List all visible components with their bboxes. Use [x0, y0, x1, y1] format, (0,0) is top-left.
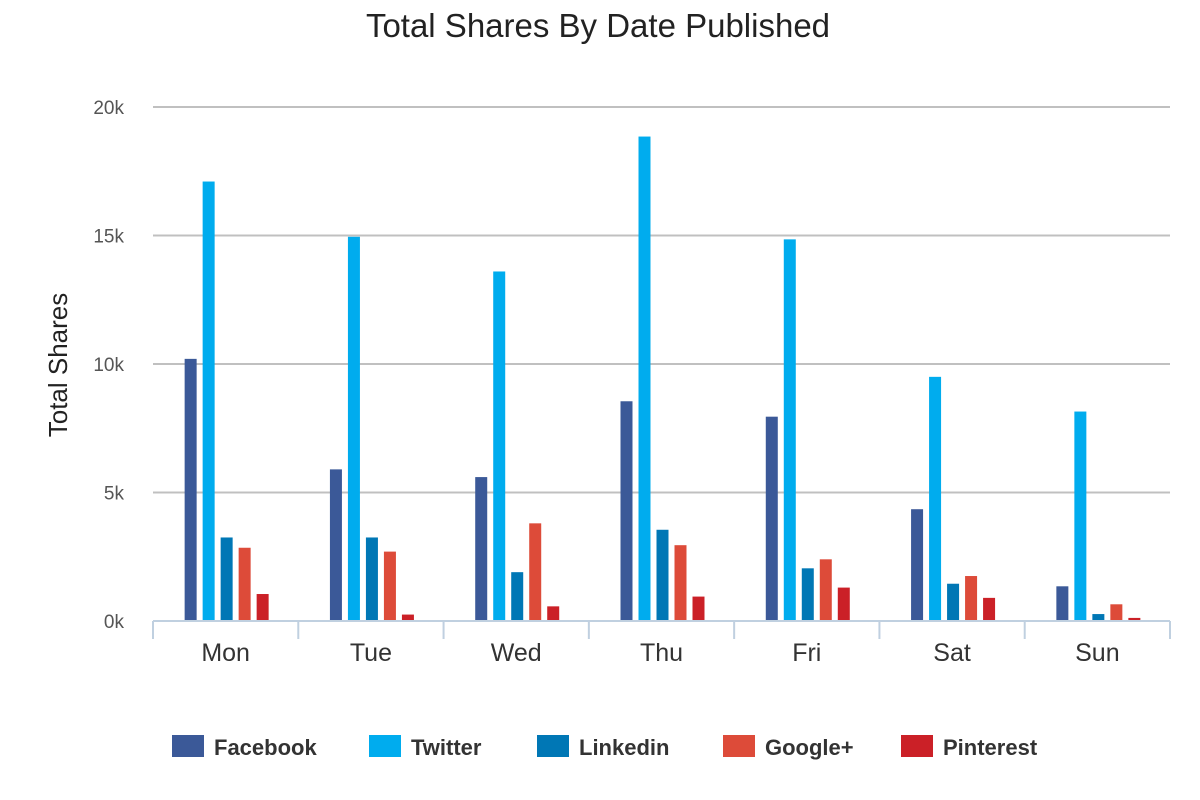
bar-facebook-mon [184, 358, 197, 621]
bar-linkedin-mon [220, 537, 233, 621]
legend-item-twitter: Twitter [369, 735, 482, 760]
bar-linkedin-sat [947, 583, 960, 621]
x-tick-label: Fri [792, 639, 821, 667]
bar-pinterest-wed [547, 606, 560, 621]
bar-pinterest-fri [837, 587, 850, 621]
legend-label: Google+ [765, 735, 854, 760]
y-axis-ticks: 0k 5k 10k 15k 20k [93, 98, 124, 633]
legend-label: Facebook [214, 735, 317, 760]
bar-google-sat [965, 576, 978, 621]
y-tick-label: 10k [93, 355, 124, 376]
bar-facebook-fri [765, 416, 778, 621]
x-tick-label: Tue [350, 639, 392, 667]
bar-linkedin-wed [511, 572, 524, 621]
legend-swatch [369, 735, 401, 757]
y-tick-label: 20k [93, 98, 124, 119]
bar-facebook-sun [1056, 586, 1069, 621]
bar-twitter-sun [1074, 411, 1087, 621]
legend-label: Twitter [411, 735, 482, 760]
bar-facebook-wed [475, 477, 488, 621]
bar-google-thu [674, 545, 687, 621]
y-tick-label: 5k [104, 484, 125, 505]
y-axis-label: Total Shares [43, 293, 73, 438]
x-tick-label: Sun [1075, 639, 1119, 667]
bar-google-sun [1110, 604, 1123, 621]
x-tick-label: Mon [201, 639, 250, 667]
legend-swatch [723, 735, 755, 757]
x-tick-label: Thu [640, 639, 683, 667]
bars [184, 136, 1141, 622]
chart-title: Total Shares By Date Published [366, 7, 830, 44]
legend-item-pinterest: Pinterest [901, 735, 1038, 760]
bar-pinterest-sat [983, 597, 996, 621]
bar-google-wed [529, 523, 542, 621]
legend-label: Linkedin [579, 735, 669, 760]
gridlines [153, 106, 1170, 494]
legend: Facebook Twitter Linkedin Google+ Pinterest [172, 735, 1038, 760]
bar-pinterest-thu [692, 596, 705, 621]
bar-google-fri [819, 559, 832, 621]
x-tick-label: Sat [933, 639, 971, 667]
bar-facebook-sat [911, 509, 924, 621]
bar-pinterest-mon [256, 594, 269, 621]
legend-swatch [901, 735, 933, 757]
bar-twitter-fri [783, 239, 796, 622]
legend-label: Pinterest [943, 735, 1038, 760]
legend-item-linkedin: Linkedin [537, 735, 669, 760]
legend-swatch [172, 735, 204, 757]
bar-linkedin-tue [365, 537, 378, 621]
bar-twitter-tue [347, 236, 360, 621]
bar-google-tue [383, 551, 396, 621]
bar-pinterest-tue [401, 614, 414, 621]
bar-linkedin-sun [1092, 614, 1105, 621]
bar-twitter-mon [202, 181, 215, 621]
bar-facebook-thu [620, 401, 633, 621]
bar-twitter-sat [929, 376, 942, 621]
y-tick-label: 0k [104, 612, 125, 633]
bar-facebook-tue [329, 469, 342, 621]
bar-google-mon [238, 547, 251, 621]
y-tick-label: 15k [93, 227, 124, 248]
x-axis: Mon Tue Wed Thu Fri Sat Sun [152, 620, 1171, 667]
legend-item-facebook: Facebook [172, 735, 317, 760]
bar-twitter-thu [638, 136, 651, 621]
bar-linkedin-fri [801, 568, 814, 621]
bar-twitter-wed [493, 271, 506, 621]
legend-item-google: Google+ [723, 735, 854, 760]
legend-swatch [537, 735, 569, 757]
x-tick-label: Wed [491, 639, 542, 667]
bar-pinterest-sun [1128, 617, 1141, 621]
bar-linkedin-thu [656, 529, 669, 621]
